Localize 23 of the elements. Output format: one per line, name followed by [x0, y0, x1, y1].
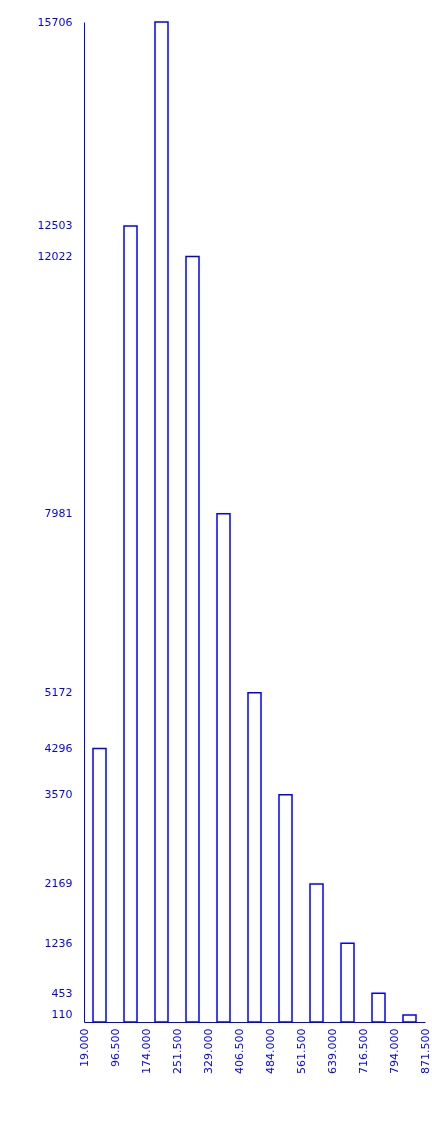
- y-tick-label: 5172: [44, 686, 73, 700]
- x-tick-label: 19.000: [77, 1028, 91, 1067]
- x-tick-label: 406.500: [232, 1028, 246, 1074]
- y-tick-label: 12022: [37, 250, 73, 264]
- y-tick-label: 15706: [37, 15, 73, 29]
- x-tick-label: 174.000: [139, 1028, 153, 1074]
- x-tick-label: 251.500: [170, 1028, 184, 1074]
- y-tick-label: 4296: [44, 741, 73, 755]
- y-tick-label: 3570: [44, 788, 73, 802]
- x-tick-label: 329.000: [201, 1028, 215, 1074]
- x-tick-label: 794.000: [387, 1028, 401, 1074]
- x-tick-label: 639.000: [325, 1028, 339, 1074]
- y-tick-label: 7981: [44, 507, 73, 521]
- x-tick-label: 561.500: [294, 1028, 308, 1074]
- y-tick-label: 110: [51, 1008, 73, 1022]
- y-tick-label: 2169: [44, 877, 73, 891]
- x-tick-label: 484.000: [263, 1028, 277, 1074]
- x-tick-label: 96.500: [108, 1028, 122, 1067]
- x-tick-label: 716.500: [356, 1028, 370, 1074]
- y-tick-label: 1236: [44, 936, 73, 950]
- y-tick-label: 12503: [37, 219, 73, 233]
- x-tick-label: 871.500: [418, 1028, 432, 1074]
- y-tick-label: 453: [51, 986, 73, 1000]
